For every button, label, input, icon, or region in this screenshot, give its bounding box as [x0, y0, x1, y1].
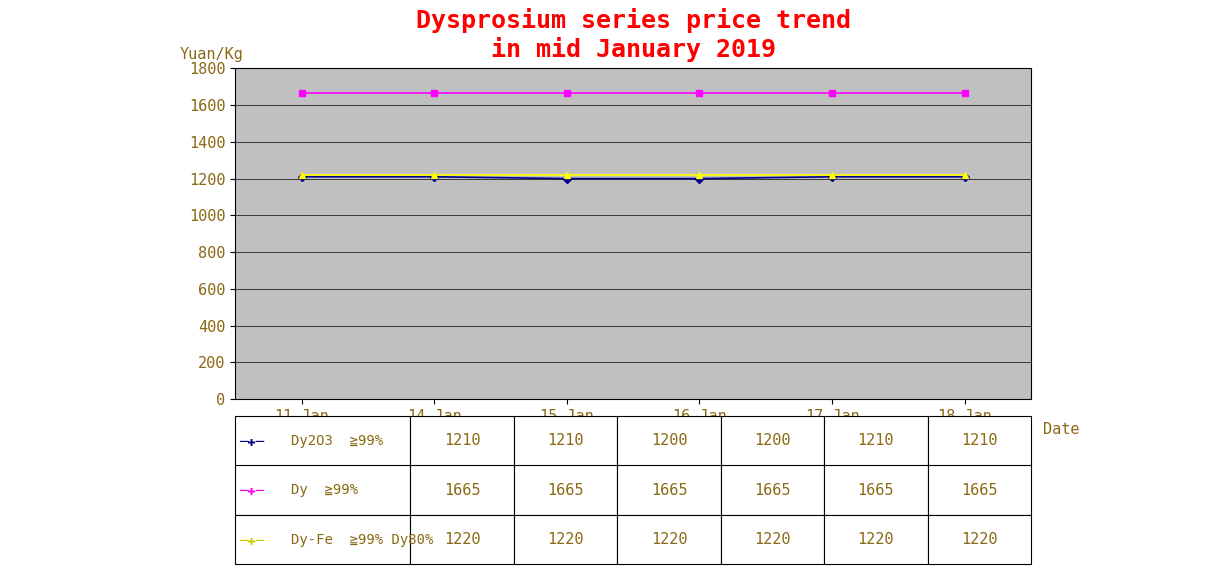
Dy2O3  ≧99% [427, 173, 441, 180]
Text: Dy2O3  ≧99%: Dy2O3 ≧99% [291, 434, 384, 448]
Text: 1200: 1200 [754, 433, 791, 448]
Bar [235, 466, 410, 515]
Text: 1665: 1665 [444, 483, 480, 498]
Bar [824, 515, 927, 564]
Text: ─✚─: ─✚─ [239, 532, 264, 547]
Title: Dysprosium series price trend
in mid January 2019: Dysprosium series price trend in mid Jan… [416, 9, 850, 62]
Dy-Fe  ≧99% Dy80% [958, 172, 972, 178]
Bar [927, 515, 1031, 564]
Text: 1220: 1220 [651, 532, 687, 547]
Text: 1200: 1200 [651, 433, 687, 448]
Dy2O3  ≧99% [560, 175, 574, 182]
Bar [721, 416, 824, 466]
Text: 1665: 1665 [857, 483, 894, 498]
Text: 1210: 1210 [961, 433, 997, 448]
Bar [235, 416, 410, 466]
Text: 1665: 1665 [548, 483, 584, 498]
Dy2O3  ≧99% [692, 175, 707, 182]
Text: ─✚─: ─✚─ [239, 483, 264, 497]
Text: 1220: 1220 [444, 532, 480, 547]
Dy-Fe  ≧99% Dy80% [825, 172, 839, 178]
Dy  ≧99% [427, 89, 441, 96]
Text: ─✚─: ─✚─ [239, 434, 264, 448]
Bar [927, 416, 1031, 466]
Bar [721, 515, 824, 564]
Text: 1665: 1665 [961, 483, 997, 498]
Bar [824, 466, 927, 515]
Bar [824, 416, 927, 466]
Text: 1220: 1220 [754, 532, 791, 547]
Line: Dy  ≧99%: Dy ≧99% [298, 89, 968, 97]
Bar [617, 466, 721, 515]
Dy  ≧99% [958, 89, 972, 96]
Dy-Fe  ≧99% Dy80% [560, 172, 574, 178]
Text: 1665: 1665 [754, 483, 791, 498]
Line: Dy2O3  ≧99%: Dy2O3 ≧99% [299, 174, 967, 181]
Dy  ≧99% [560, 89, 574, 96]
Text: 1220: 1220 [857, 532, 894, 547]
Bar [617, 515, 721, 564]
Bar [927, 466, 1031, 515]
Dy  ≧99% [692, 89, 707, 96]
Text: 1220: 1220 [961, 532, 997, 547]
Text: 1665: 1665 [651, 483, 687, 498]
Bar [617, 416, 721, 466]
Text: 1220: 1220 [548, 532, 584, 547]
Text: 1210: 1210 [444, 433, 480, 448]
Bar [514, 466, 617, 515]
Dy-Fe  ≧99% Dy80% [692, 172, 707, 178]
Dy-Fe  ≧99% Dy80% [427, 172, 441, 178]
Text: 1210: 1210 [857, 433, 894, 448]
Bar [721, 466, 824, 515]
Text: 1210: 1210 [548, 433, 584, 448]
Bar [410, 466, 514, 515]
Text: Dy-Fe  ≧99% Dy80%: Dy-Fe ≧99% Dy80% [291, 532, 433, 547]
Text: Dy  ≧99%: Dy ≧99% [291, 483, 358, 497]
Line: Dy-Fe  ≧99% Dy80%: Dy-Fe ≧99% Dy80% [298, 172, 968, 178]
Dy  ≧99% [825, 89, 839, 96]
Dy-Fe  ≧99% Dy80% [294, 172, 309, 178]
Dy  ≧99% [294, 89, 309, 96]
Bar [514, 416, 617, 466]
Bar [514, 515, 617, 564]
Bar [235, 515, 410, 564]
Bar [410, 515, 514, 564]
Dy2O3  ≧99% [958, 173, 972, 180]
Bar [410, 416, 514, 466]
Dy2O3  ≧99% [294, 173, 309, 180]
Text: Yuan/Kg: Yuan/Kg [180, 47, 244, 62]
Text: Date: Date [1043, 422, 1079, 437]
Dy2O3  ≧99% [825, 173, 839, 180]
